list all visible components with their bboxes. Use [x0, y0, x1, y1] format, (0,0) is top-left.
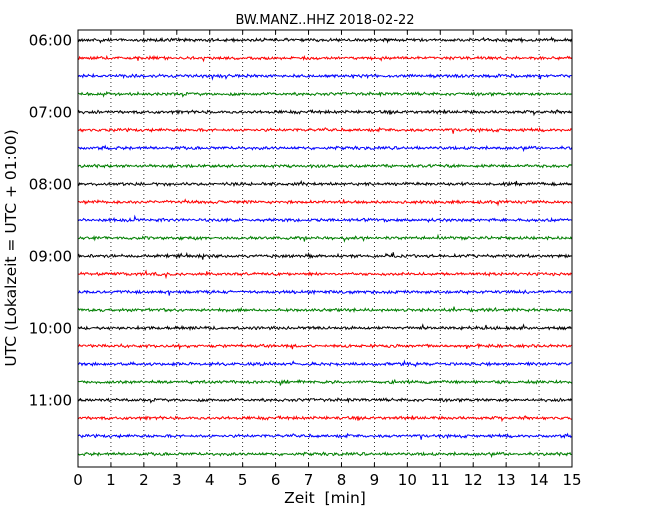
x-tick-label: 14 — [530, 471, 549, 489]
y-tick-label: 09:00 — [29, 248, 72, 266]
x-tick-label: 2 — [139, 471, 149, 489]
x-tick-label: 8 — [337, 471, 347, 489]
y-axis-label: UTC (Lokalzeit = UTC + 01:00) — [2, 129, 20, 366]
trace-line — [77, 323, 572, 332]
trace-line — [77, 415, 572, 423]
trace-line — [77, 163, 572, 169]
trace-line — [77, 269, 572, 280]
trace-line — [77, 90, 572, 98]
x-tick-label: 13 — [497, 471, 516, 489]
trace-line — [77, 126, 572, 134]
trace-line — [77, 306, 572, 314]
y-tick-label: 11:00 — [29, 392, 72, 410]
x-tick-label: 5 — [238, 471, 248, 489]
y-tick-label: 08:00 — [29, 176, 72, 194]
x-tick-label: 15 — [562, 471, 581, 489]
trace-line — [77, 179, 572, 188]
chart-title: BW.MANZ..HHZ 2018-02-22 — [235, 13, 414, 28]
trace-line — [77, 397, 573, 404]
x-axis-label: Zeit [min] — [284, 489, 366, 507]
trace-line — [77, 198, 573, 207]
seismogram-traces — [77, 36, 573, 459]
y-tick-label: 10:00 — [29, 320, 72, 338]
trace-line — [77, 54, 573, 63]
trace-line — [77, 289, 572, 296]
y-tick-label: 06:00 — [29, 32, 72, 50]
trace-line — [77, 451, 572, 459]
trace-line — [77, 36, 573, 44]
x-tick-label: 4 — [205, 471, 215, 489]
x-tick-label: 10 — [398, 471, 417, 489]
y-tick-label: 07:00 — [29, 104, 72, 122]
trace-line — [77, 233, 573, 243]
x-tick-label: 9 — [370, 471, 380, 489]
y-axis-ticks: 06:00 07:00 08:00 09:00 10:00 11:00 — [29, 32, 572, 410]
x-tick-label: 11 — [431, 471, 450, 489]
trace-line — [77, 214, 572, 224]
trace-line — [77, 72, 572, 81]
trace-line — [77, 144, 573, 153]
trace-line — [77, 359, 572, 368]
trace-line — [77, 109, 572, 117]
trace-line — [77, 378, 572, 386]
plot-frame — [77, 29, 573, 468]
trace-line — [77, 432, 572, 440]
x-tick-label: 6 — [271, 471, 281, 489]
x-tick-label: 12 — [464, 471, 483, 489]
trace-line — [77, 342, 572, 351]
x-axis-ticks: 0 1 2 3 4 5 6 7 8 9 10 11 12 13 14 15 — [73, 30, 582, 489]
x-tick-label: 7 — [304, 471, 314, 489]
x-tick-label: 1 — [106, 471, 116, 489]
x-tick-label: 0 — [73, 471, 83, 489]
vertical-gridlines — [110, 30, 540, 467]
x-tick-label: 3 — [172, 471, 182, 489]
trace-line — [77, 251, 572, 260]
